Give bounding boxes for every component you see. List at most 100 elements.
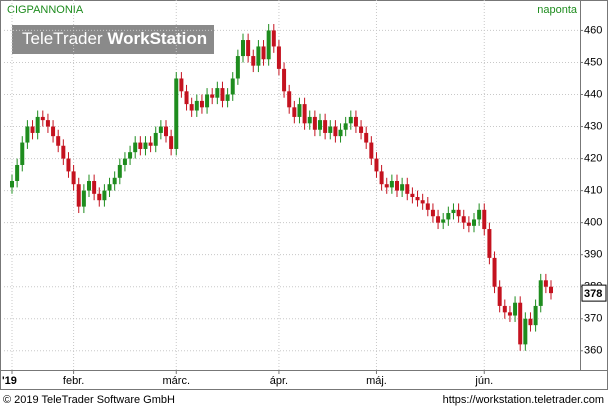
candle-body	[400, 184, 405, 191]
candle-body	[194, 100, 199, 111]
candle-body	[353, 116, 358, 127]
candle-body	[261, 46, 266, 60]
candle-body	[266, 30, 271, 60]
candle-body	[477, 209, 482, 220]
candle-body	[230, 78, 235, 95]
candle-body	[466, 222, 471, 226]
candle-body	[40, 116, 45, 121]
y-tick-label: 460	[584, 24, 602, 36]
candle-body	[518, 302, 523, 345]
candle-body	[297, 104, 302, 117]
candle-body	[533, 305, 538, 326]
candle-body	[379, 171, 384, 185]
candle-body	[45, 120, 50, 127]
candle-body	[122, 158, 127, 165]
candle-body	[528, 318, 533, 326]
candle-body	[420, 200, 425, 204]
candle-body	[220, 88, 225, 101]
candle-body	[482, 209, 487, 230]
x-tick-label: jún.	[474, 375, 493, 387]
candle-body	[456, 209, 461, 217]
y-tick-label: 360	[584, 345, 602, 357]
candle-body	[348, 116, 353, 124]
candle-body	[143, 142, 148, 149]
candle-body	[246, 40, 251, 57]
candle-body	[112, 177, 117, 185]
y-tick-label: 440	[584, 88, 602, 100]
candle-body	[395, 180, 399, 191]
logo-box	[12, 25, 214, 54]
candle-body	[179, 78, 184, 92]
candle-body	[205, 94, 210, 108]
candle-body	[549, 286, 553, 294]
candle-body	[164, 126, 168, 137]
x-tick-label: febr.	[63, 375, 84, 387]
logo-light: TeleTrader	[22, 29, 103, 48]
candle-body	[497, 286, 502, 306]
candle-body	[543, 280, 548, 287]
y-tick-label: 400	[584, 217, 602, 229]
footer-left: © 2019 TeleTrader Software GmbH	[3, 394, 175, 406]
candle-body	[287, 91, 292, 108]
candle-body	[328, 126, 333, 133]
candle-body	[92, 180, 97, 194]
candle-body	[102, 190, 107, 201]
candle-body	[184, 91, 189, 105]
candle-body	[128, 152, 133, 159]
candle-body	[451, 209, 456, 214]
candle-body	[430, 209, 435, 217]
candle-body	[174, 78, 179, 149]
candle-body	[343, 123, 348, 130]
candle-body	[318, 120, 322, 130]
candle-body	[61, 145, 66, 159]
candle-body	[472, 219, 476, 226]
candle-body	[425, 203, 430, 210]
candle-body	[369, 142, 374, 159]
candle-body	[410, 193, 415, 198]
candle-body	[30, 126, 35, 133]
candle-body	[333, 126, 338, 137]
candle-body	[153, 132, 158, 146]
candle-body	[133, 142, 138, 153]
candle-body	[138, 142, 143, 149]
candle-body	[282, 68, 287, 92]
logo-bold: WorkStation	[107, 29, 207, 48]
candle-body	[256, 46, 261, 66]
candle-body	[215, 88, 220, 98]
candle-body	[502, 305, 507, 313]
candle-body	[487, 229, 492, 258]
candle-body	[189, 104, 194, 111]
candle-body	[10, 180, 14, 188]
candle-body	[148, 142, 153, 146]
candle-body	[25, 126, 30, 143]
last-price-box	[581, 284, 607, 302]
candle-body	[359, 126, 364, 133]
candle-body	[461, 216, 466, 223]
candle-body	[323, 120, 328, 133]
candle-body	[436, 216, 441, 223]
candle-body	[35, 116, 40, 133]
plot-area: 360370380390400410420430440450460'19febr…	[2, 0, 607, 387]
candle-body	[81, 190, 86, 207]
x-tick-label: máj.	[366, 375, 387, 387]
candle-body	[76, 184, 81, 207]
candle-body	[97, 193, 102, 201]
candle-body	[389, 180, 394, 188]
candle-body	[235, 56, 240, 79]
last-price-label: 378	[584, 288, 602, 300]
candle-body	[87, 180, 91, 191]
candle-body	[405, 184, 410, 194]
chart-title: CIGPANNONIA	[7, 4, 84, 16]
logo: TeleTrader WorkStation	[22, 29, 207, 48]
y-tick-label: 450	[584, 56, 602, 68]
candle-body	[251, 56, 256, 66]
candle-body	[441, 219, 446, 223]
candle-body	[15, 164, 20, 181]
chart-subtitle: naponta	[537, 4, 578, 16]
candle-body	[51, 126, 56, 137]
candle-body	[446, 213, 451, 220]
candle-body	[292, 107, 297, 117]
y-tick-label: 430	[584, 120, 602, 132]
candle-body	[210, 94, 215, 98]
